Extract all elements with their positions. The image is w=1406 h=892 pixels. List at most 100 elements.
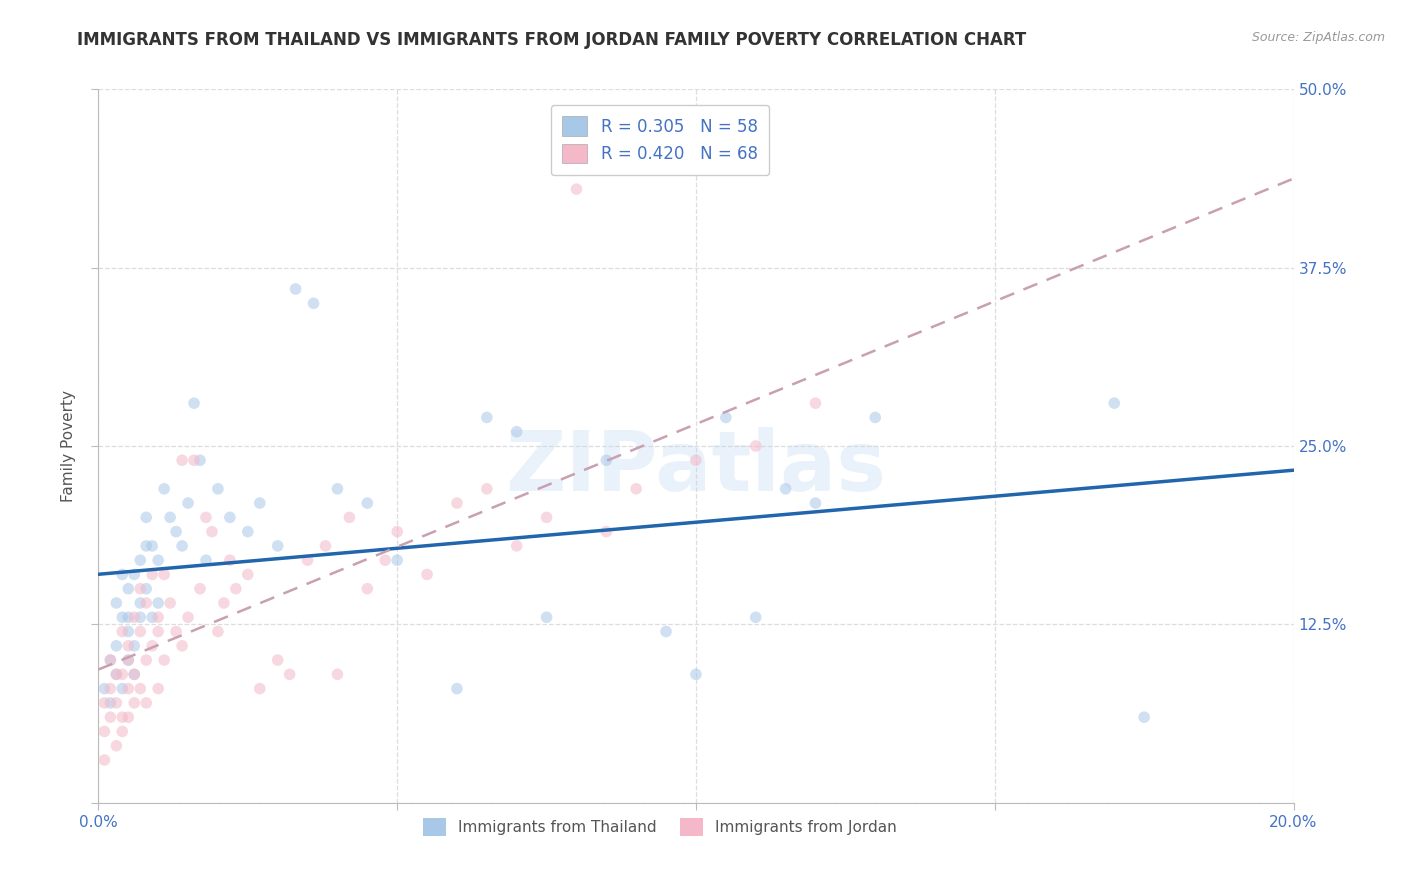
Point — [135, 696, 157, 710]
Point — [117, 639, 139, 653]
Point — [188, 453, 211, 467]
Point — [356, 582, 378, 596]
Point — [117, 582, 139, 596]
Point — [685, 667, 707, 681]
Point — [236, 524, 259, 539]
Point — [141, 539, 163, 553]
Point — [536, 610, 558, 624]
Point — [124, 567, 146, 582]
Point — [165, 624, 187, 639]
Point — [129, 610, 152, 624]
Point — [183, 453, 205, 467]
Point — [111, 681, 134, 696]
Point — [339, 510, 361, 524]
Point — [148, 553, 170, 567]
Point — [745, 610, 768, 624]
Point — [148, 681, 170, 696]
Point — [1133, 710, 1156, 724]
Point — [135, 582, 157, 596]
Point — [804, 496, 827, 510]
Point — [249, 496, 271, 510]
Point — [141, 610, 163, 624]
Point — [111, 567, 134, 582]
Point — [141, 567, 163, 582]
Point — [536, 510, 558, 524]
Point — [475, 482, 498, 496]
Point — [105, 596, 128, 610]
Point — [153, 567, 176, 582]
Point — [117, 624, 139, 639]
Point — [201, 524, 224, 539]
Point — [111, 624, 134, 639]
Text: ZIPatlas: ZIPatlas — [506, 427, 886, 508]
Point — [506, 425, 529, 439]
Point — [195, 510, 218, 524]
Point — [129, 681, 152, 696]
Point — [172, 639, 194, 653]
Point — [93, 696, 115, 710]
Point — [111, 724, 134, 739]
Point — [135, 510, 157, 524]
Point — [111, 710, 134, 724]
Point — [117, 653, 139, 667]
Point — [655, 624, 678, 639]
Point — [356, 496, 378, 510]
Point — [98, 696, 122, 710]
Point — [685, 453, 707, 467]
Point — [865, 410, 887, 425]
Point — [148, 610, 170, 624]
Point — [267, 653, 290, 667]
Point — [207, 624, 229, 639]
Point — [98, 710, 122, 724]
Point — [188, 582, 211, 596]
Point — [124, 667, 146, 681]
Point — [302, 296, 325, 310]
Point — [98, 653, 122, 667]
Point — [267, 539, 290, 553]
Point — [506, 539, 529, 553]
Point — [595, 524, 617, 539]
Point — [207, 482, 229, 496]
Point — [153, 653, 176, 667]
Point — [129, 596, 152, 610]
Point — [141, 639, 163, 653]
Point — [98, 681, 122, 696]
Point — [1104, 396, 1126, 410]
Point — [129, 582, 152, 596]
Point — [117, 710, 139, 724]
Point — [111, 610, 134, 624]
Point — [278, 667, 301, 681]
Point — [153, 482, 176, 496]
Point — [124, 639, 146, 653]
Point — [326, 667, 349, 681]
Point — [177, 610, 200, 624]
Point — [195, 553, 218, 567]
Point — [172, 453, 194, 467]
Point — [111, 667, 134, 681]
Point — [124, 667, 146, 681]
Point — [212, 596, 235, 610]
Point — [172, 539, 194, 553]
Point — [129, 624, 152, 639]
Text: IMMIGRANTS FROM THAILAND VS IMMIGRANTS FROM JORDAN FAMILY POVERTY CORRELATION CH: IMMIGRANTS FROM THAILAND VS IMMIGRANTS F… — [77, 31, 1026, 49]
Point — [105, 696, 128, 710]
Point — [714, 410, 737, 425]
Point — [249, 681, 271, 696]
Point — [177, 496, 200, 510]
Point — [219, 510, 242, 524]
Point — [105, 739, 128, 753]
Point — [148, 596, 170, 610]
Point — [475, 410, 498, 425]
Y-axis label: Family Poverty: Family Poverty — [60, 390, 76, 502]
Point — [326, 482, 349, 496]
Point — [565, 182, 588, 196]
Point — [135, 596, 157, 610]
Point — [446, 681, 468, 696]
Point — [124, 610, 146, 624]
Point — [804, 396, 827, 410]
Point — [117, 653, 139, 667]
Point — [374, 553, 396, 567]
Point — [129, 553, 152, 567]
Point — [595, 453, 617, 467]
Text: Source: ZipAtlas.com: Source: ZipAtlas.com — [1251, 31, 1385, 45]
